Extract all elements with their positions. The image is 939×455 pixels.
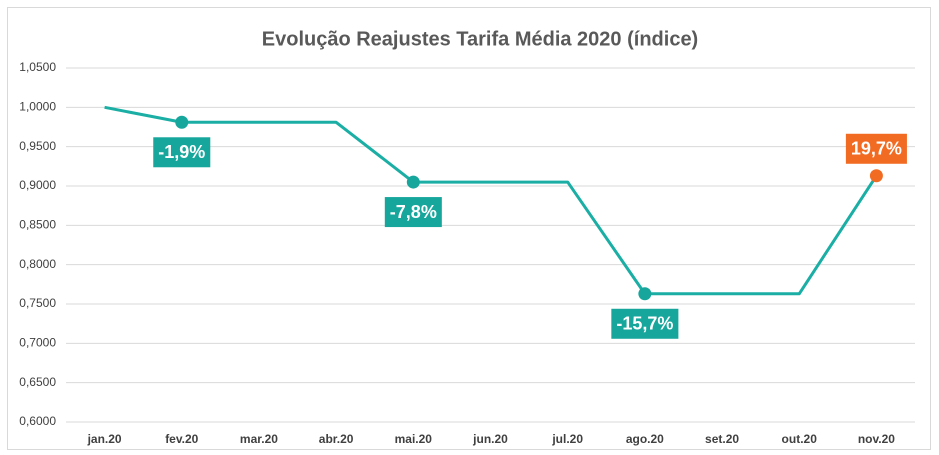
annotation-box <box>384 197 442 228</box>
annotation: -1,9% <box>153 137 211 168</box>
x-tick-label: fev.20 <box>165 432 198 446</box>
y-tick-label: 0,7500 <box>19 296 56 310</box>
annotation-box <box>611 308 679 339</box>
point-marker <box>869 169 883 183</box>
x-tick-label: jul.20 <box>551 432 583 446</box>
y-tick-label: 1,0000 <box>19 100 56 114</box>
x-tick-label: ago.20 <box>626 432 664 446</box>
y-tick-label: 0,6500 <box>19 375 56 389</box>
point-marker <box>406 175 420 189</box>
y-tick-label: 0,9000 <box>19 178 56 192</box>
annotation-label: -15,7% <box>616 314 673 334</box>
y-tick-label: 0,6000 <box>19 414 56 428</box>
x-tick-label: jan.20 <box>87 432 122 446</box>
x-tick-label: mai.20 <box>395 432 433 446</box>
annotation-label: -7,8% <box>390 202 437 222</box>
y-tick-label: 0,8500 <box>19 218 56 232</box>
annotation: 19,7% <box>845 133 907 164</box>
x-tick-label: out.20 <box>782 432 818 446</box>
chart-title: Evolução Reajustes Tarifa Média 2020 (ín… <box>262 28 698 50</box>
annotation-box <box>845 133 907 164</box>
annotation-box <box>153 137 211 168</box>
chart-frame <box>7 7 931 450</box>
y-tick-label: 0,9500 <box>19 139 56 153</box>
x-tick-label: nov.20 <box>858 432 895 446</box>
x-tick-label: set.20 <box>705 432 739 446</box>
annotation: -7,8% <box>384 197 442 228</box>
y-tick-label: 0,8000 <box>19 257 56 271</box>
annotation: -15,7% <box>611 308 679 339</box>
y-tick-label: 1,0500 <box>19 60 56 74</box>
x-tick-label: jun.20 <box>472 432 508 446</box>
line <box>104 105 878 296</box>
point-marker <box>175 115 189 129</box>
annotation-label: 19,7% <box>851 139 902 159</box>
x-tick-label: mar.20 <box>240 432 278 446</box>
x-tick-label: abr.20 <box>319 432 354 446</box>
point-marker <box>638 287 652 301</box>
annotation-label: -1,9% <box>158 142 205 162</box>
y-tick-label: 0,7000 <box>19 336 56 350</box>
